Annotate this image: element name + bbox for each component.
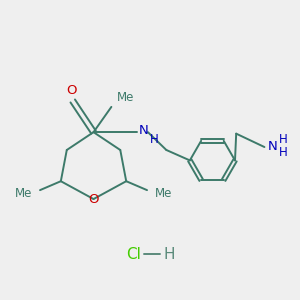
Text: Cl: Cl (126, 247, 141, 262)
Text: H: H (279, 133, 288, 146)
Text: H: H (164, 247, 175, 262)
Text: H: H (279, 146, 288, 160)
Text: N: N (267, 140, 277, 153)
Text: H: H (150, 133, 159, 146)
Text: N: N (139, 124, 149, 137)
Text: Me: Me (117, 91, 135, 104)
Text: O: O (66, 84, 76, 97)
Text: O: O (88, 194, 99, 206)
Text: Me: Me (154, 187, 172, 200)
Text: Me: Me (15, 187, 33, 200)
